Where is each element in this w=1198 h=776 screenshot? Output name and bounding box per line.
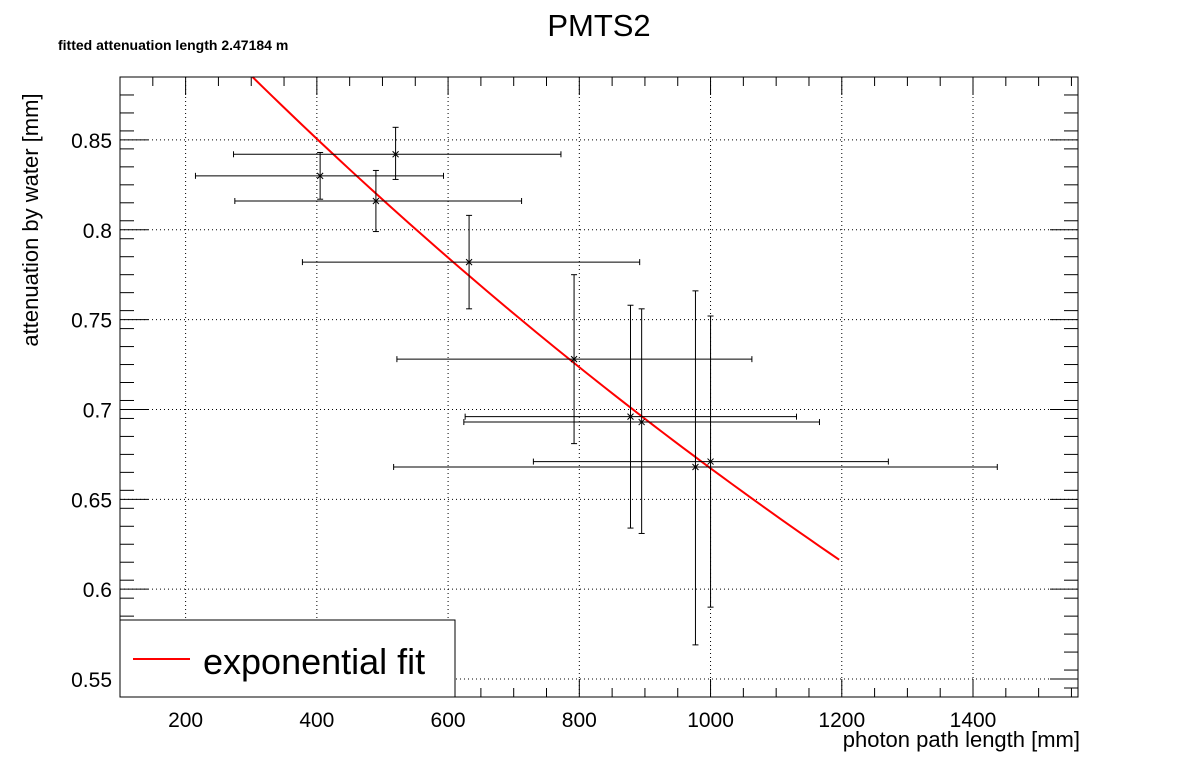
point-marker [372, 197, 380, 205]
data-point [194, 151, 444, 200]
x-tick-label: 400 [299, 709, 334, 732]
y-tick-label: 0.75 [71, 310, 112, 333]
data-point [532, 315, 889, 608]
legend-label: exponential fit [203, 641, 426, 682]
data-points [194, 126, 998, 646]
plot-frame [119, 76, 1079, 698]
y-tick-label: 0.85 [71, 130, 112, 153]
point-marker [316, 172, 324, 180]
data-point [234, 169, 523, 233]
data-point [393, 290, 998, 646]
legend [119, 619, 456, 698]
data-point [301, 214, 641, 310]
point-marker [465, 258, 473, 266]
y-tick-label: 0.65 [71, 489, 112, 512]
x-tick-label: 800 [562, 709, 597, 732]
axis-ticks [120, 76, 1078, 697]
point-marker [570, 355, 578, 363]
tick-labels: 200 400 600 800 1000 1200 1400 0.55 0.6 0.65 0.7 0.… [71, 130, 996, 732]
fit-line [251, 76, 840, 561]
x-tick-label: 1400 [950, 709, 997, 732]
point-marker [627, 413, 634, 421]
grid [120, 77, 1078, 697]
y-tick-label: 0.6 [83, 579, 112, 602]
point-marker [392, 150, 399, 158]
x-axis-label: photon path length [mm] [842, 727, 1080, 752]
data-point [464, 304, 798, 529]
fit-curve [251, 76, 840, 561]
data-point [463, 308, 820, 534]
point-marker [638, 418, 646, 426]
x-tick-label: 200 [168, 709, 203, 732]
data-point [396, 274, 753, 445]
y-tick-label: 0.8 [83, 220, 112, 243]
point-marker [692, 463, 699, 471]
y-tick-label: 0.7 [83, 399, 112, 422]
y-axis-label: attenuation by water [mm] [18, 93, 43, 347]
point-marker [707, 458, 714, 465]
chart-title: PMTS2 [547, 8, 651, 43]
y-tick-label: 0.55 [71, 669, 112, 692]
data-point [233, 126, 562, 180]
x-tick-label: 1000 [687, 709, 734, 732]
chart-subtitle: fitted attenuation length 2.47184 m [58, 37, 289, 53]
x-tick-label: 600 [431, 709, 466, 732]
x-tick-label: 1200 [818, 709, 865, 732]
